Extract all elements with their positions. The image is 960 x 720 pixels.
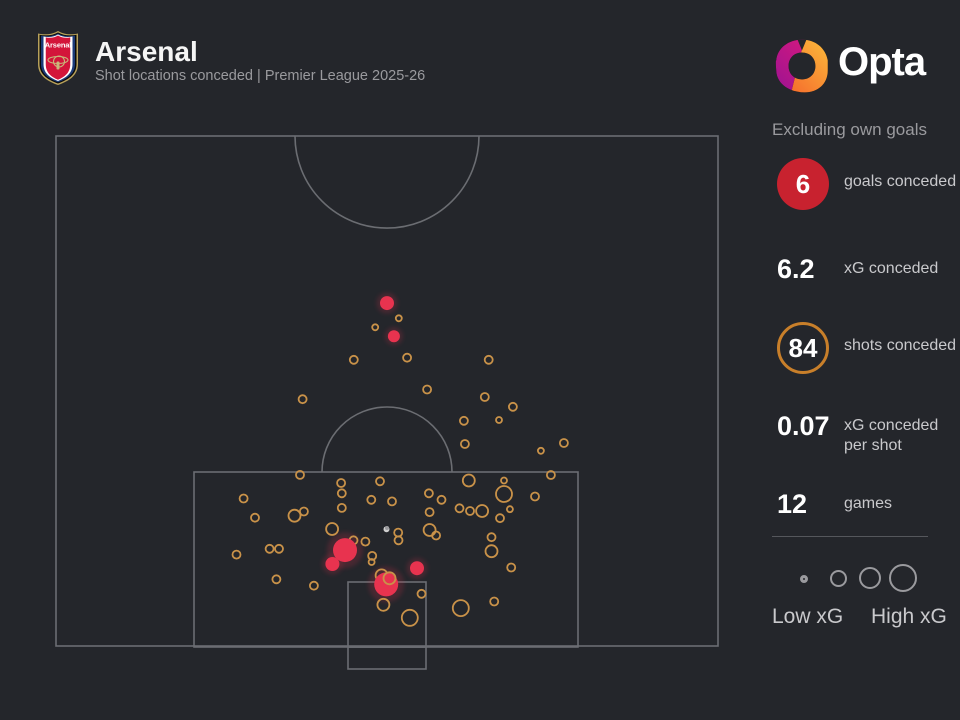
svg-text:Arsenal: Arsenal	[45, 41, 72, 50]
